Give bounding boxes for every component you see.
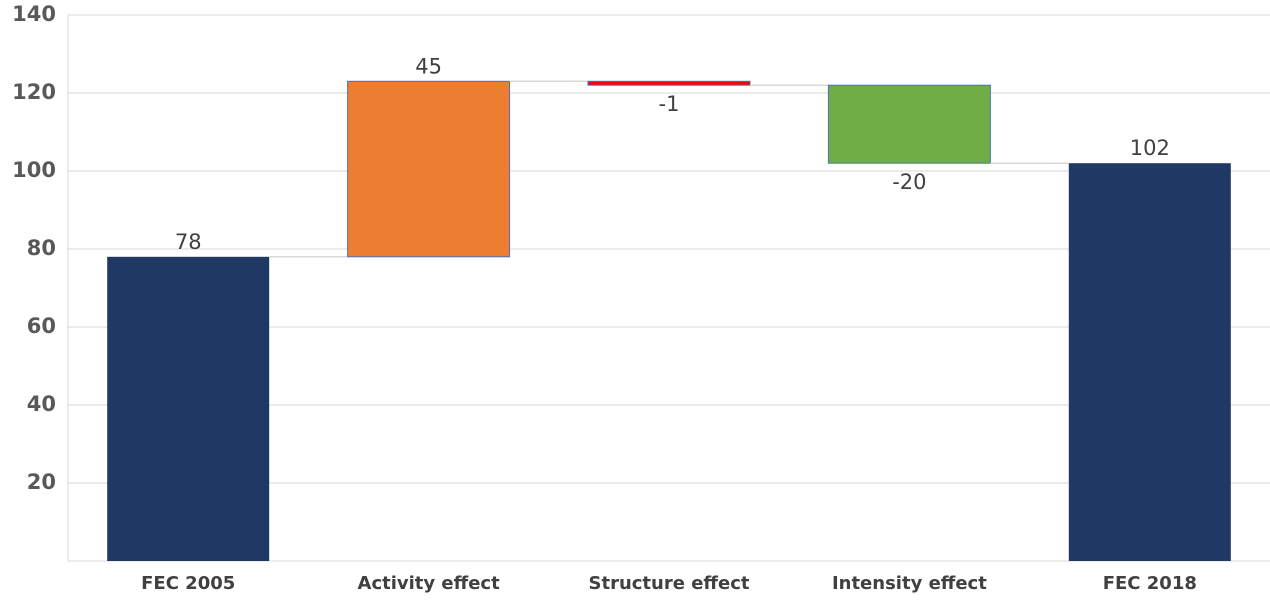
y-tick-label: 80 [27, 236, 56, 260]
y-tick-label: 60 [27, 314, 56, 338]
x-tick-label: Intensity effect [832, 573, 987, 594]
x-tick-label: FEC 2005 [141, 573, 235, 594]
bar [347, 80, 511, 258]
y-tick-label: 20 [27, 470, 56, 494]
bar [827, 84, 991, 164]
data-label: 45 [415, 54, 442, 78]
bar [1068, 163, 1231, 561]
x-tick-label: Structure effect [589, 573, 750, 594]
data-label: -1 [659, 92, 680, 116]
y-tick-label: 120 [12, 80, 56, 104]
bar [587, 80, 751, 86]
x-tick-label: Activity effect [358, 573, 501, 594]
y-tick-label: 140 [12, 2, 56, 26]
data-label: -20 [892, 170, 926, 194]
y-tick-label: 40 [27, 392, 56, 416]
x-tick-label: FEC 2018 [1103, 573, 1197, 594]
data-label: 78 [175, 230, 202, 254]
data-label: 102 [1130, 136, 1170, 160]
bar [107, 256, 270, 561]
y-tick-label: 100 [12, 158, 56, 182]
